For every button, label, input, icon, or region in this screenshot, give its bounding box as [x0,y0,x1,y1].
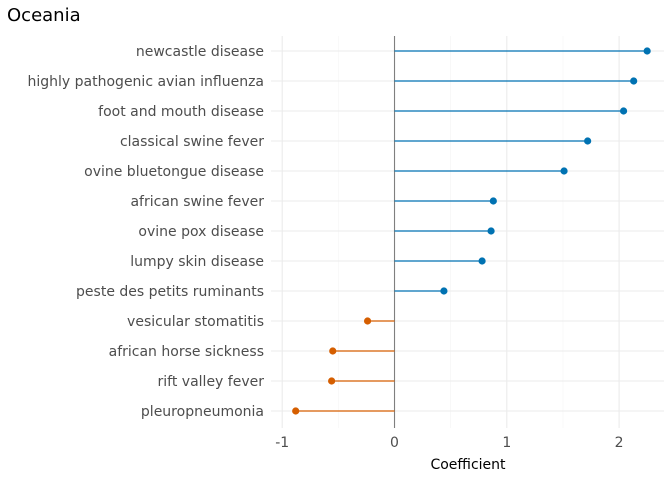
lollipop-point [440,287,448,295]
category-label: foot and mouth disease [98,104,264,120]
x-tick-label: 2 [615,435,624,451]
lollipop-point [584,137,592,145]
category-label: pleuropneumonia [141,404,264,420]
category-label: ovine pox disease [138,224,264,240]
category-label: ovine bluetongue disease [84,164,264,180]
category-label: rift valley fever [158,374,265,390]
lollipop-point [489,197,497,205]
category-label: african swine fever [130,194,264,210]
lollipop-point [478,257,486,265]
x-tick-label: 1 [502,435,511,451]
category-label: classical swine fever [120,134,264,150]
category-label: newcastle disease [136,44,264,60]
category-label: lumpy skin disease [130,254,264,270]
category-label: highly pathogenic avian influenza [28,74,264,90]
lollipop-point [630,77,638,85]
lollipop-point [643,47,651,55]
lollipop-point [329,347,337,355]
x-tick-label: -1 [275,435,289,451]
lollipop-point [292,407,300,415]
lollipop-point [619,107,628,115]
lollipop-point [363,317,372,325]
lollipop-point [560,167,568,175]
x-tick-label: 0 [390,435,399,451]
category-label: vesicular stomatitis [127,314,264,330]
x-tick-labels: -1 0 1 2 [275,435,623,451]
chart-title: Oceania [7,5,81,26]
category-label: african horse sickness [109,344,264,360]
x-axis-title: Coefficient [430,457,506,473]
category-labels: newcastle disease highly pathogenic avian… [28,44,265,420]
stems [295,36,648,428]
category-label: peste des petits ruminants [76,284,264,300]
lollipop-point [487,227,495,235]
points [292,47,651,415]
lollipop-point [328,377,336,385]
grid [271,36,664,428]
